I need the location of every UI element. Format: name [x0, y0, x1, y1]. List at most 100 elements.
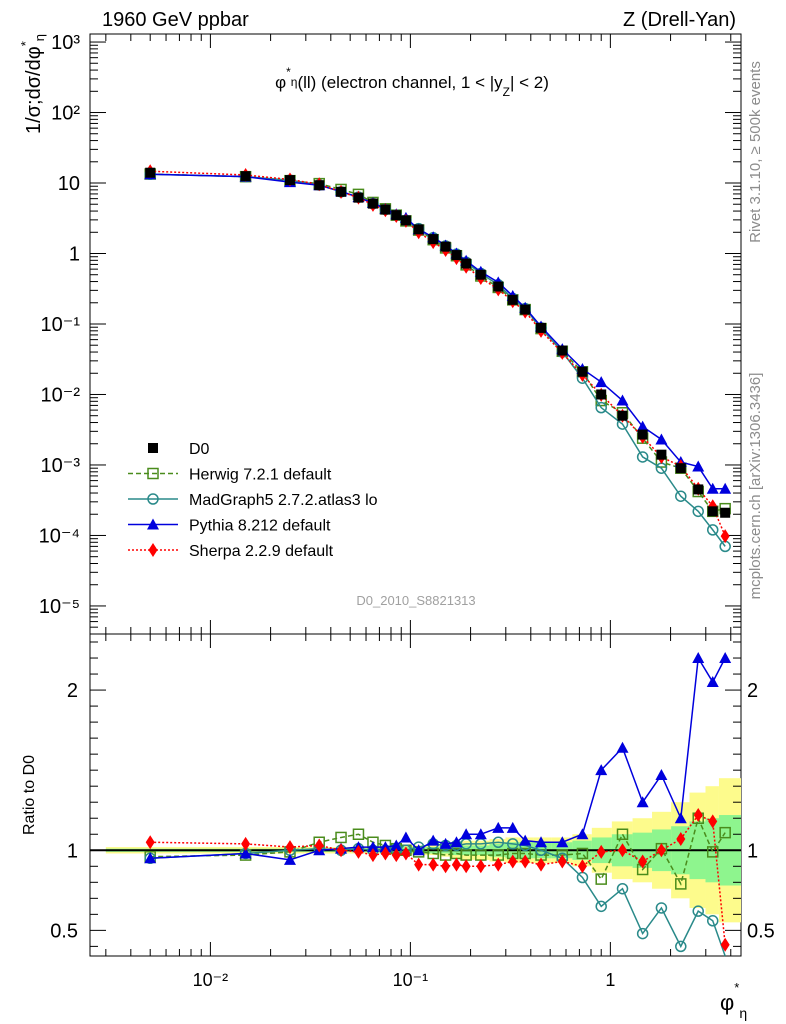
ratio-axis-ticks: 10⁻² 10⁻¹ 1 0.5 0.5 1 1 2 2	[50, 634, 775, 990]
data-point	[451, 250, 462, 261]
ratio-point	[414, 857, 424, 872]
ratio-point	[616, 828, 629, 840]
data-point	[692, 505, 704, 518]
data-point	[353, 192, 364, 203]
data-point	[637, 429, 648, 440]
title-part: | < 2)	[510, 73, 549, 92]
y-tick-label: 1	[69, 244, 80, 266]
ratio-point	[451, 857, 461, 872]
legend-item: Pythia 8.212 default	[128, 518, 331, 535]
ratio-point	[476, 859, 486, 874]
data-point	[507, 294, 518, 305]
ratio-point	[655, 902, 668, 914]
legend-marker	[147, 518, 159, 530]
legend-marker	[148, 443, 158, 453]
title-part: Z	[503, 85, 510, 99]
x-tick-label: 1	[605, 970, 615, 990]
data-point	[706, 524, 719, 536]
legend-label: Pythia 8.212 default	[189, 518, 331, 535]
legend-label: Herwig 7.2.1 default	[189, 467, 332, 484]
y-axis-label-text: 1/σ;dσ/dφ*η	[18, 34, 47, 134]
legend-marker	[148, 543, 158, 557]
data-point	[707, 506, 718, 517]
data-point	[720, 507, 731, 518]
ratio-point	[366, 841, 379, 853]
data-point	[595, 376, 608, 388]
series-line	[150, 173, 726, 547]
ratio-point	[439, 837, 452, 849]
data-point	[413, 224, 424, 235]
series-sherpa-2-2-9-default	[145, 164, 730, 544]
ratio-series-line	[150, 815, 726, 886]
ratio-point	[241, 836, 251, 851]
ratio-point	[576, 847, 589, 860]
ratio-point	[577, 859, 587, 874]
series-line	[150, 173, 726, 490]
ratio-y-tick-label: 1	[67, 840, 78, 862]
y-tick-label: 10⁻²	[41, 384, 81, 406]
ratio-point	[144, 852, 157, 864]
ratio-point	[536, 857, 546, 872]
ratio-point	[708, 814, 718, 829]
ratio-y-tick-label: 0.5	[747, 920, 775, 942]
y-tick-label: 10⁻⁴	[39, 525, 80, 547]
data-point	[595, 401, 607, 414]
ratio-point	[616, 882, 629, 895]
ratio-point	[283, 853, 296, 865]
ratio-series-pythia-8-212-default	[144, 652, 732, 865]
ratio-point	[352, 828, 365, 840]
data-point	[636, 451, 649, 463]
ratio-point	[638, 854, 648, 869]
ratio-point	[335, 831, 347, 844]
ratio-plot-frame	[89, 633, 742, 957]
ratio-series-line	[150, 814, 726, 945]
ratio-point	[692, 652, 705, 664]
series-line	[150, 173, 726, 513]
ratio-point	[507, 838, 519, 850]
ratio-point	[401, 846, 411, 861]
ratio-point	[719, 652, 732, 664]
title-part: η	[291, 75, 298, 89]
ratio-point	[336, 843, 346, 858]
ratio-y-tick-label: 2	[747, 680, 758, 702]
ratio-point	[596, 844, 606, 859]
y-tick-label: 10	[58, 173, 80, 195]
title-part: *	[286, 65, 291, 79]
data-point	[655, 433, 668, 445]
mcplots-credit-label: mcplots.cern.ch [arXiv:1306.3436]	[747, 373, 764, 600]
ratio-point	[556, 836, 569, 848]
ratio-point	[474, 828, 487, 840]
data-point	[284, 175, 295, 186]
ratio-series-sherpa-2-2-9-default	[145, 808, 730, 952]
ratio-point	[535, 836, 548, 848]
data-point	[240, 171, 251, 182]
ratio-point	[461, 859, 471, 874]
data-point	[706, 482, 719, 494]
ratio-point	[508, 854, 518, 869]
ratio-point	[706, 915, 719, 927]
y-axis-label: 1/σ;dσ/dφ*η	[18, 34, 47, 134]
y-tick-label: 10⁻¹	[41, 314, 81, 336]
ratio-point	[450, 836, 463, 848]
main-axis-ticks: 10⁻⁵ 10⁻⁴ 10⁻³ 10⁻² 10⁻¹ 1 10 10² 10³	[39, 32, 741, 635]
ratio-point	[285, 840, 295, 855]
data-point	[636, 420, 649, 432]
ratio-point	[720, 937, 730, 952]
ratio-point	[595, 764, 608, 776]
ratio-point	[676, 832, 686, 847]
x-tick-label: 10⁻¹	[393, 970, 429, 990]
ratio-point	[719, 826, 731, 839]
title-part: φ	[275, 73, 286, 92]
ratio-point	[412, 844, 425, 856]
ratio-point	[239, 847, 252, 859]
x-axis-label-text: φ*η	[720, 980, 747, 1021]
series-pythia-8-212-default	[144, 168, 732, 494]
ratio-point	[616, 741, 629, 753]
y-tick-label: 10²	[51, 103, 80, 125]
ratio-point	[636, 927, 649, 940]
data-point	[596, 389, 607, 400]
x-label-part: η	[739, 1005, 747, 1021]
legend: D0 Herwig 7.2.1 default MadGraph5 2.7.2.at…	[128, 441, 378, 560]
ratio-point	[557, 854, 567, 869]
